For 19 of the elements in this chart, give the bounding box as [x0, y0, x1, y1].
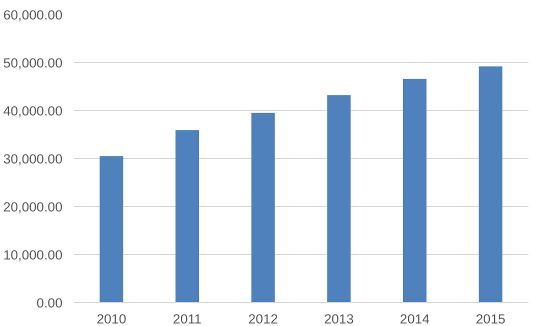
- bar: [175, 130, 200, 302]
- y-tick-label: 60,000.00: [3, 8, 63, 22]
- x-tick-label: 2012: [248, 312, 278, 326]
- y-tick-label: 0.00: [36, 296, 63, 310]
- x-tick-label: 2013: [324, 312, 354, 326]
- y-tick-label: 10,000.00: [3, 248, 63, 262]
- y-tick-label: 40,000.00: [3, 104, 63, 118]
- x-tick-label: 2014: [400, 312, 430, 326]
- x-tick-label: 2015: [476, 312, 506, 326]
- x-tick-label: 2011: [172, 312, 202, 326]
- bar: [478, 66, 502, 302]
- bar: [251, 112, 275, 302]
- x-tick-label: 2010: [96, 312, 126, 326]
- bar: [100, 156, 124, 302]
- bar: [402, 78, 427, 302]
- bar: [327, 95, 351, 302]
- y-tick-label: 30,000.00: [3, 152, 63, 166]
- y-tick-label: 20,000.00: [3, 200, 63, 214]
- y-tick-label: 50,000.00: [3, 56, 63, 70]
